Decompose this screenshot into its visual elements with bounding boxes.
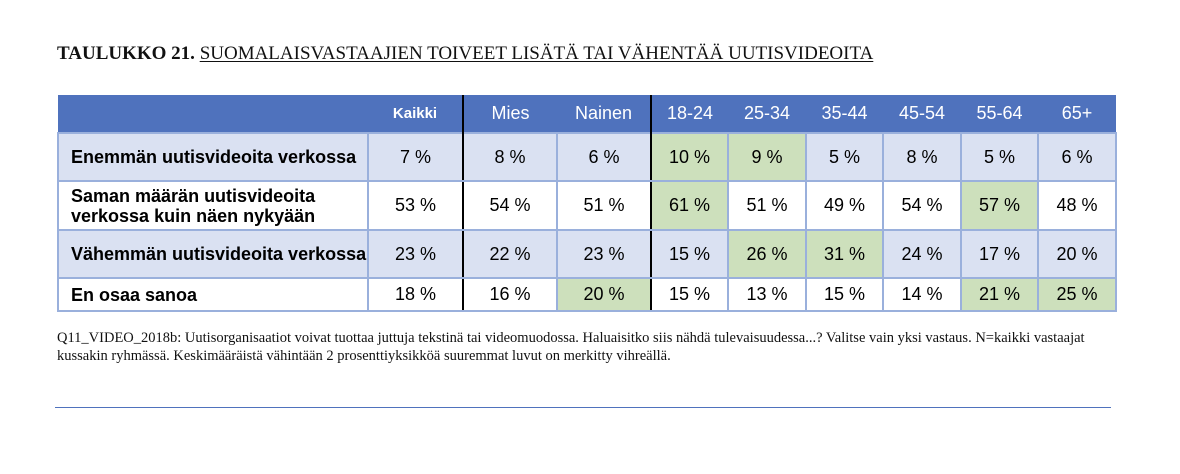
- column-header: 25-34: [728, 95, 806, 133]
- table-cell: 53 %: [367, 180, 464, 231]
- column-header: 45-54: [883, 95, 961, 133]
- row-label: Vähemmän uutisvideoita verkossa: [57, 229, 369, 279]
- table-cell: 51 %: [727, 180, 807, 231]
- table-cell: 48 %: [1037, 180, 1117, 231]
- table-cell: 16 %: [462, 277, 558, 312]
- table-number: TAULUKKO 21.: [57, 43, 195, 64]
- table-row: Saman määrän uutisvideoita verkossa kuin…: [57, 180, 1117, 231]
- table-cell: 14 %: [882, 277, 962, 312]
- row-label: En osaa sanoa: [57, 277, 369, 312]
- header-empty: [58, 95, 368, 133]
- table-cell: 17 %: [960, 229, 1039, 279]
- table-cell: 25 %: [1037, 277, 1117, 312]
- table-cell: 15 %: [650, 229, 729, 279]
- table-cell: 8 %: [462, 132, 558, 182]
- row-label: Enemmän uutisvideoita verkossa: [57, 132, 369, 182]
- table-cell: 5 %: [960, 132, 1039, 182]
- table-cell: 23 %: [367, 229, 464, 279]
- column-header: 35-44: [806, 95, 883, 133]
- table-cell: 5 %: [805, 132, 884, 182]
- table-footnote: Q11_VIDEO_2018b: Uutisorganisaatiot voiv…: [57, 330, 1085, 364]
- table-cell: 49 %: [805, 180, 884, 231]
- table-cell: 20 %: [1037, 229, 1117, 279]
- column-header: 18-24: [651, 95, 728, 133]
- table-cell: 6 %: [556, 132, 652, 182]
- table-cell: 61 %: [650, 180, 729, 231]
- header-row: Kaikki Mies Nainen 18-24 25-34 35-44 45-54 55-6…: [58, 95, 1116, 133]
- table-cell: 51 %: [556, 180, 652, 231]
- table-title-text: SUOMALAISVASTAAJIEN TOIVEET LISÄTÄ TAI V…: [199, 43, 874, 64]
- table-cell: 57 %: [960, 180, 1039, 231]
- table-cell: 20 %: [556, 277, 652, 312]
- table-cell: 15 %: [805, 277, 884, 312]
- table-cell: 9 %: [727, 132, 807, 182]
- table-cell: 22 %: [462, 229, 558, 279]
- table-cell: 6 %: [1037, 132, 1117, 182]
- table-cell: 54 %: [882, 180, 962, 231]
- table-cell: 54 %: [462, 180, 558, 231]
- column-header: 65+: [1038, 95, 1116, 133]
- results-table: Kaikki Mies Nainen 18-24 25-34 35-44 45-54 55-6…: [57, 95, 1117, 312]
- table-cell: 23 %: [556, 229, 652, 279]
- table-cell: 15 %: [650, 277, 729, 312]
- table-row: Vähemmän uutisvideoita verkossa 23 % 22 % 2…: [57, 229, 1117, 279]
- table-cell: 10 %: [650, 132, 729, 182]
- table-cell: 8 %: [882, 132, 962, 182]
- column-header: 55-64: [961, 95, 1038, 133]
- table-cell: 24 %: [882, 229, 962, 279]
- table-cell: 7 %: [367, 132, 464, 182]
- divider-line: [55, 407, 1111, 408]
- column-header: Nainen: [557, 95, 652, 133]
- column-header: Mies: [463, 95, 557, 133]
- table-cell: 21 %: [960, 277, 1039, 312]
- table-cell: 18 %: [367, 277, 464, 312]
- column-header: Kaikki: [368, 95, 464, 133]
- table-row: En osaa sanoa 18 % 16 % 20 % 15 % 13 % 15 % 14 …: [57, 277, 1117, 312]
- table-cell: 31 %: [805, 229, 884, 279]
- table-cell: 13 %: [727, 277, 807, 312]
- table-cell: 26 %: [727, 229, 807, 279]
- row-label: Saman määrän uutisvideoita verkossa kuin…: [57, 180, 369, 231]
- table-title: TAULUKKO 21. SUOMALAISVASTAAJIEN TOIVEET…: [57, 43, 873, 65]
- table-row: Enemmän uutisvideoita verkossa 7 % 8 % 6 % 1…: [57, 132, 1117, 182]
